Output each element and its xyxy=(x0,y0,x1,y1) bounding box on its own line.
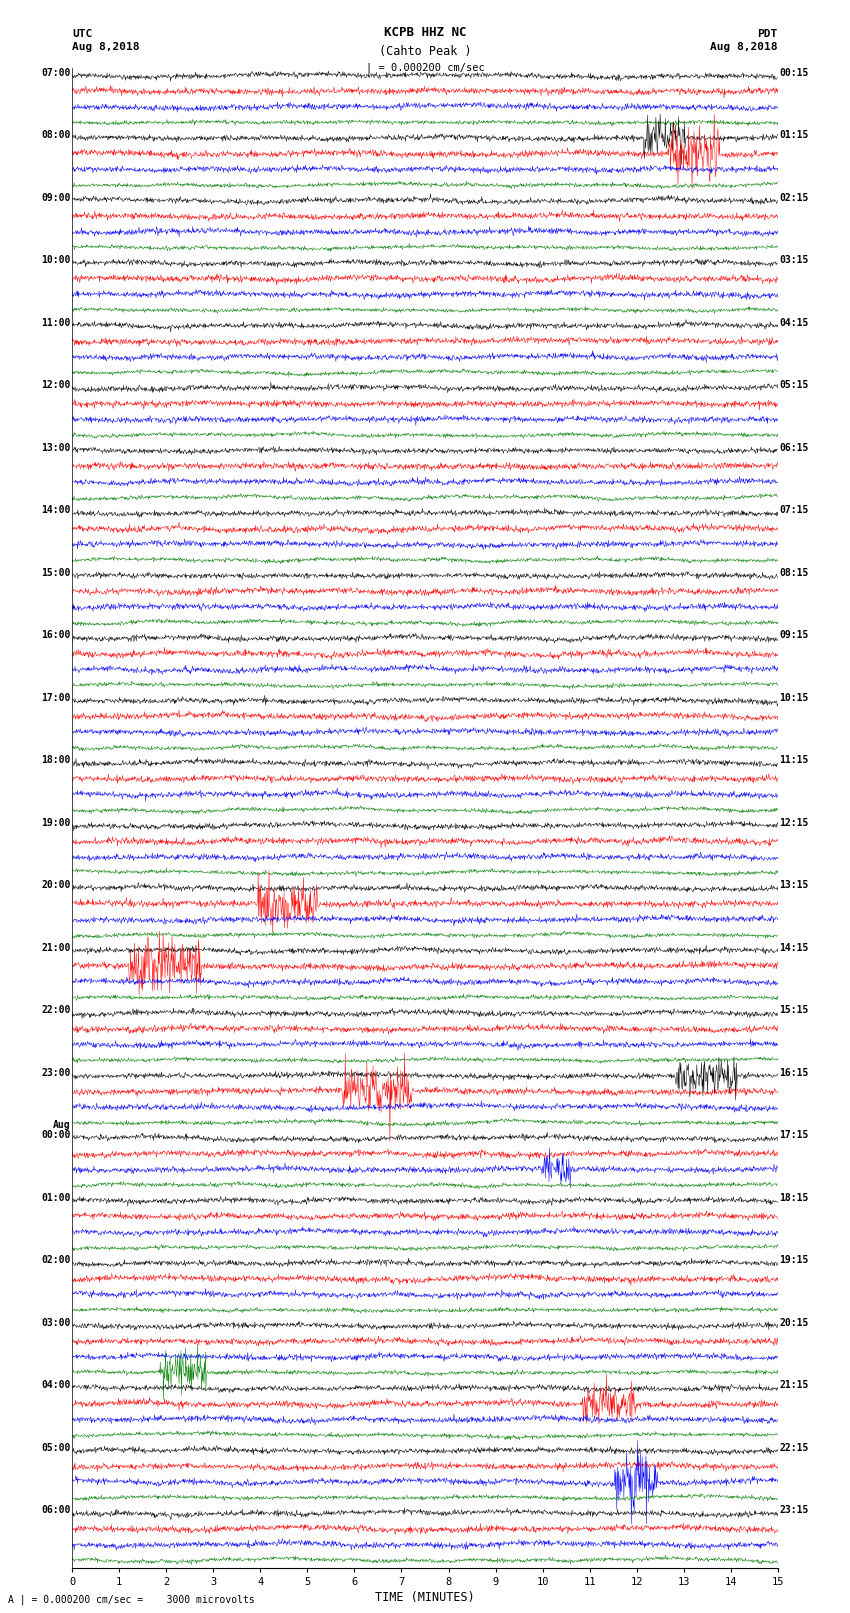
Text: 18:15: 18:15 xyxy=(779,1194,809,1203)
Text: 03:15: 03:15 xyxy=(779,255,809,265)
Text: 05:15: 05:15 xyxy=(779,381,809,390)
Text: 17:00: 17:00 xyxy=(41,694,71,703)
X-axis label: TIME (MINUTES): TIME (MINUTES) xyxy=(375,1590,475,1603)
Text: 12:15: 12:15 xyxy=(779,818,809,827)
Text: 08:15: 08:15 xyxy=(779,568,809,577)
Text: UTC: UTC xyxy=(72,29,93,39)
Text: 16:15: 16:15 xyxy=(779,1068,809,1077)
Text: 02:00: 02:00 xyxy=(41,1255,71,1265)
Text: 03:00: 03:00 xyxy=(41,1318,71,1327)
Text: 23:00: 23:00 xyxy=(41,1068,71,1077)
Text: 10:00: 10:00 xyxy=(41,255,71,265)
Text: 22:00: 22:00 xyxy=(41,1005,71,1015)
Text: 07:15: 07:15 xyxy=(779,505,809,515)
Text: 15:15: 15:15 xyxy=(779,1005,809,1015)
Text: 04:15: 04:15 xyxy=(779,318,809,327)
Text: 06:15: 06:15 xyxy=(779,442,809,453)
Text: | = 0.000200 cm/sec: | = 0.000200 cm/sec xyxy=(366,61,484,73)
Text: 01:15: 01:15 xyxy=(779,131,809,140)
Text: 21:15: 21:15 xyxy=(779,1381,809,1390)
Text: 08:00: 08:00 xyxy=(41,131,71,140)
Text: 00:15: 00:15 xyxy=(779,68,809,77)
Text: 22:15: 22:15 xyxy=(779,1442,809,1453)
Text: 00:00: 00:00 xyxy=(41,1131,71,1140)
Text: 15:00: 15:00 xyxy=(41,568,71,577)
Text: A | = 0.000200 cm/sec =    3000 microvolts: A | = 0.000200 cm/sec = 3000 microvolts xyxy=(8,1594,255,1605)
Text: 13:15: 13:15 xyxy=(779,881,809,890)
Text: 05:00: 05:00 xyxy=(41,1442,71,1453)
Text: 23:15: 23:15 xyxy=(779,1505,809,1515)
Text: Aug 8,2018: Aug 8,2018 xyxy=(72,42,139,52)
Text: Aug: Aug xyxy=(53,1121,71,1131)
Text: 07:00: 07:00 xyxy=(41,68,71,77)
Text: (Cahto Peak ): (Cahto Peak ) xyxy=(379,45,471,58)
Text: 20:00: 20:00 xyxy=(41,881,71,890)
Text: 10:15: 10:15 xyxy=(779,694,809,703)
Text: 12:00: 12:00 xyxy=(41,381,71,390)
Text: 14:15: 14:15 xyxy=(779,942,809,953)
Text: 21:00: 21:00 xyxy=(41,942,71,953)
Text: 06:00: 06:00 xyxy=(41,1505,71,1515)
Text: 11:15: 11:15 xyxy=(779,755,809,765)
Text: 09:00: 09:00 xyxy=(41,194,71,203)
Text: 04:00: 04:00 xyxy=(41,1381,71,1390)
Text: Aug 8,2018: Aug 8,2018 xyxy=(711,42,778,52)
Text: 09:15: 09:15 xyxy=(779,631,809,640)
Text: 19:00: 19:00 xyxy=(41,818,71,827)
Text: 02:15: 02:15 xyxy=(779,194,809,203)
Text: PDT: PDT xyxy=(757,29,778,39)
Text: 19:15: 19:15 xyxy=(779,1255,809,1265)
Text: 16:00: 16:00 xyxy=(41,631,71,640)
Text: 20:15: 20:15 xyxy=(779,1318,809,1327)
Text: 13:00: 13:00 xyxy=(41,442,71,453)
Text: 11:00: 11:00 xyxy=(41,318,71,327)
Text: KCPB HHZ NC: KCPB HHZ NC xyxy=(383,26,467,39)
Text: 14:00: 14:00 xyxy=(41,505,71,515)
Text: 18:00: 18:00 xyxy=(41,755,71,765)
Text: 17:15: 17:15 xyxy=(779,1131,809,1140)
Text: 01:00: 01:00 xyxy=(41,1194,71,1203)
